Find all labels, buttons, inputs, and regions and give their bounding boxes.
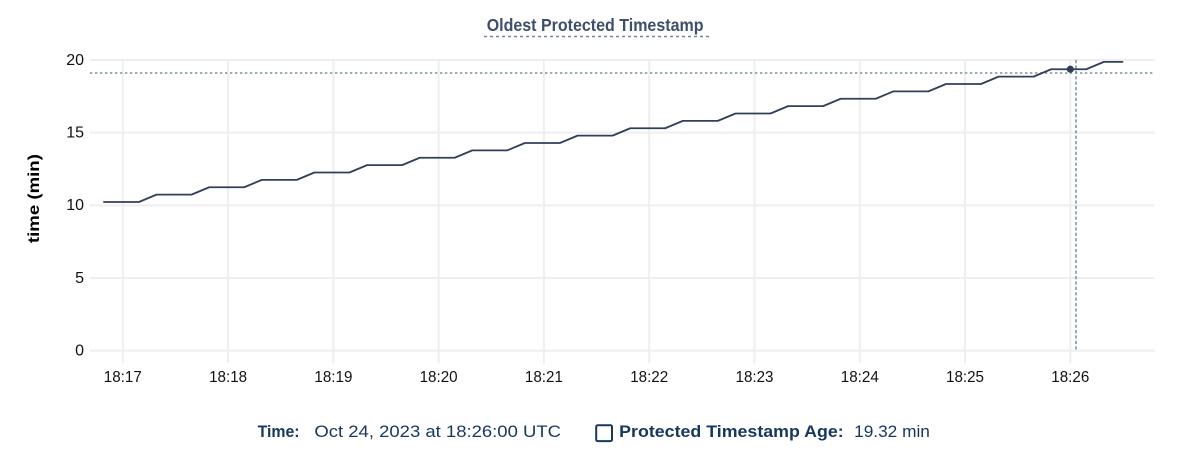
svg-text:18:24: 18:24 [841,369,879,386]
svg-text:18:18: 18:18 [209,369,247,386]
svg-text:5: 5 [75,270,84,287]
svg-text:18:25: 18:25 [946,369,984,386]
svg-text:19.32 min: 19.32 min [854,422,930,441]
svg-text:10: 10 [66,197,84,214]
svg-text:Protected Timestamp Age:: Protected Timestamp Age: [619,422,844,441]
svg-text:Time:: Time: [258,422,300,441]
svg-text:18:26: 18:26 [1051,369,1089,386]
svg-text:15: 15 [66,124,84,141]
svg-text:18:19: 18:19 [314,369,352,386]
svg-text:18:23: 18:23 [736,369,774,386]
svg-text:18:20: 18:20 [420,369,458,386]
svg-text:time (min): time (min) [26,154,43,243]
svg-text:18:21: 18:21 [525,369,563,386]
svg-text:18:22: 18:22 [630,369,668,386]
svg-text:Oct 24, 2023 at 18:26:00 UTC: Oct 24, 2023 at 18:26:00 UTC [314,422,561,441]
svg-text:0: 0 [75,342,84,359]
svg-text:20: 20 [66,52,84,69]
svg-text:18:17: 18:17 [104,369,142,386]
svg-text:Oldest Protected Timestamp: Oldest Protected Timestamp [487,15,704,35]
